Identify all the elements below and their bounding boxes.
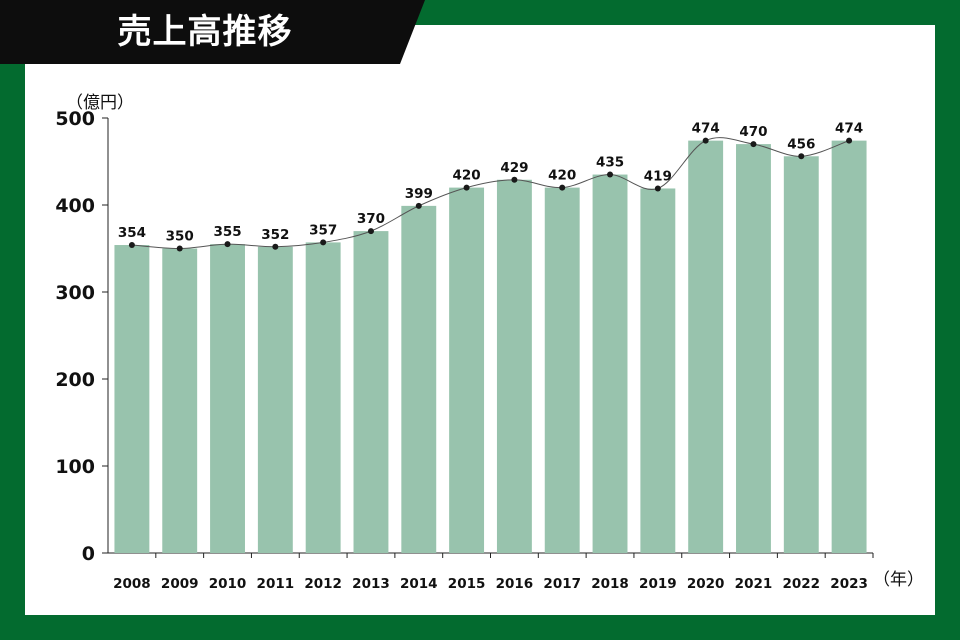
x-tick-label: 2010: [209, 576, 247, 592]
data-value-label: 357: [309, 222, 337, 238]
bar: [496, 179, 532, 553]
x-tick-label: 2011: [257, 576, 295, 592]
y-tick-label: 400: [55, 195, 95, 217]
data-value-label: 419: [644, 168, 672, 184]
bar: [592, 174, 628, 554]
trend-line: [131, 137, 850, 250]
data-value-label: 352: [261, 227, 289, 243]
bar: [114, 245, 150, 553]
y-tick-label: 0: [82, 543, 95, 565]
x-tick-label: 2022: [782, 576, 820, 592]
x-tick-label: 2019: [639, 576, 677, 592]
x-tick-label: 2014: [400, 576, 438, 592]
data-point-marker: [272, 243, 279, 250]
bar: [401, 205, 437, 553]
bar: [449, 187, 485, 553]
x-tick-label: 2018: [591, 576, 629, 592]
data-value-label: 429: [500, 160, 528, 176]
x-tick-label: 2017: [543, 576, 581, 592]
x-tick-label: 2015: [448, 576, 486, 592]
data-point-marker: [367, 228, 374, 235]
data-point-marker: [702, 137, 709, 144]
data-value-label: 370: [357, 211, 385, 227]
bar: [640, 188, 676, 553]
x-tick-label: 2020: [687, 576, 725, 592]
data-point-marker: [320, 239, 327, 246]
bar: [305, 242, 341, 553]
y-tick-label: 200: [55, 369, 95, 391]
data-value-label: 354: [118, 225, 146, 241]
x-tick-label: 2013: [352, 576, 390, 592]
x-tick-label: 2016: [496, 576, 534, 592]
data-point-marker: [607, 171, 614, 178]
y-axis-unit-label: （億円）: [66, 93, 134, 113]
bar: [736, 144, 771, 553]
data-value-label: 399: [405, 186, 433, 202]
data-value-label: 350: [166, 229, 194, 245]
data-value-label: 355: [213, 224, 241, 240]
bar: [257, 246, 293, 553]
x-tick-label: 2021: [735, 576, 773, 592]
data-point-marker: [463, 184, 470, 191]
data-point-marker: [128, 242, 135, 249]
data-value-label: 456: [787, 136, 815, 152]
data-point-marker: [176, 245, 183, 252]
data-value-label: 420: [548, 168, 576, 184]
x-tick-label: 2012: [304, 576, 342, 592]
data-point-marker: [224, 241, 231, 248]
bar: [688, 140, 724, 553]
bar: [783, 156, 819, 553]
x-tick-label: 2009: [161, 576, 199, 592]
data-value-label: 474: [692, 121, 720, 137]
data-point-marker: [511, 176, 518, 183]
y-tick-label: 300: [55, 282, 95, 304]
data-point-marker: [654, 185, 661, 192]
bar: [544, 187, 580, 553]
data-point-marker: [798, 153, 805, 160]
bar: [162, 248, 198, 553]
title-banner: [0, 0, 425, 64]
data-value-label: 470: [739, 124, 767, 140]
bar: [210, 244, 245, 553]
data-point-marker: [846, 137, 853, 144]
x-tick-label: 2023: [830, 576, 868, 592]
page-title: 売上高推移: [117, 12, 293, 52]
bar: [831, 140, 867, 553]
data-point-marker: [559, 184, 566, 191]
bar: [353, 231, 389, 553]
data-point-marker: [750, 141, 757, 148]
data-value-label: 435: [596, 155, 624, 171]
x-axis-unit-label: （年）: [873, 570, 924, 590]
data-value-label: 420: [453, 168, 481, 184]
data-value-label: 474: [835, 121, 863, 137]
y-tick-label: 500: [55, 108, 95, 130]
x-tick-label: 2008: [113, 576, 151, 592]
data-point-marker: [415, 202, 422, 209]
y-tick-label: 100: [55, 456, 95, 478]
